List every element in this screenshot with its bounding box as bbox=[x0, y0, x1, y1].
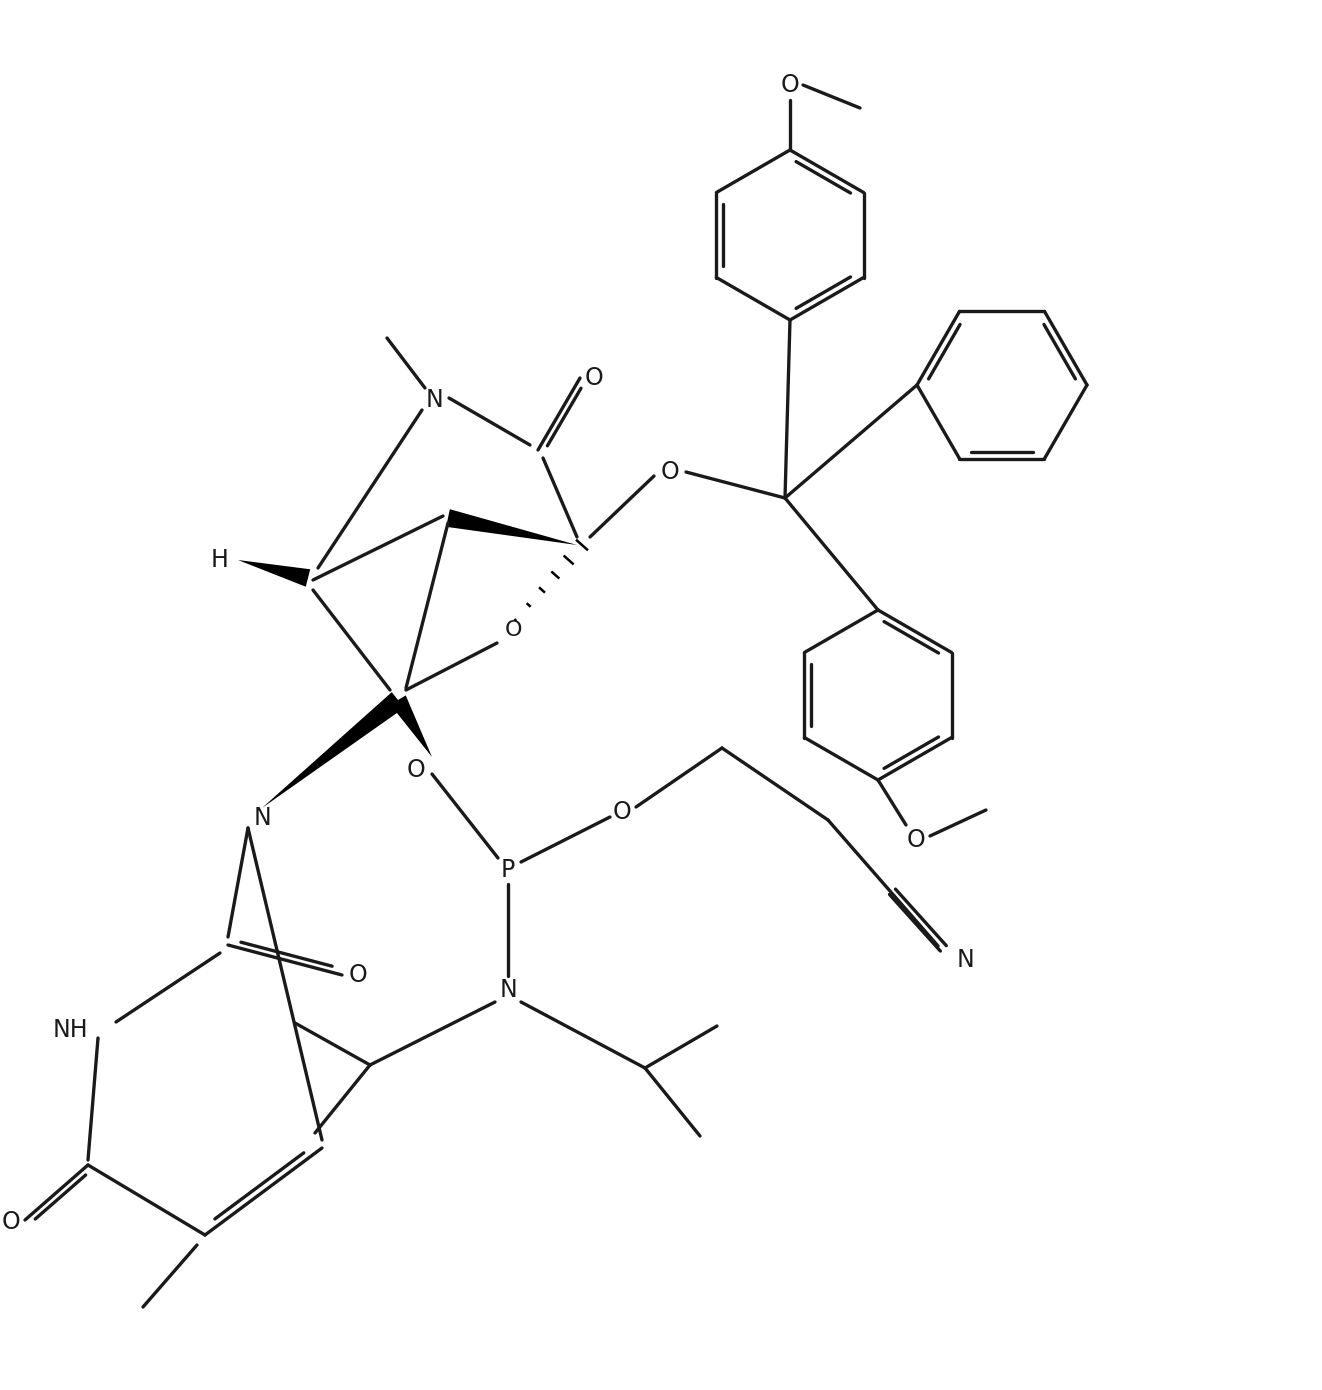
Text: N: N bbox=[500, 979, 517, 1002]
Text: N: N bbox=[253, 806, 271, 830]
Text: O: O bbox=[1, 1211, 20, 1234]
Text: O: O bbox=[612, 801, 632, 824]
Text: P: P bbox=[501, 858, 516, 883]
Polygon shape bbox=[446, 509, 576, 545]
Polygon shape bbox=[390, 695, 432, 758]
Text: O: O bbox=[907, 828, 925, 852]
Text: N: N bbox=[957, 948, 974, 972]
Text: O: O bbox=[505, 620, 522, 639]
Text: O: O bbox=[584, 366, 603, 391]
Text: NH: NH bbox=[52, 1017, 87, 1042]
Polygon shape bbox=[262, 692, 405, 808]
Text: O: O bbox=[407, 758, 426, 783]
Polygon shape bbox=[238, 560, 311, 587]
Text: H: H bbox=[212, 548, 229, 573]
Text: O: O bbox=[661, 460, 680, 484]
Text: N: N bbox=[426, 388, 444, 411]
Text: O: O bbox=[780, 74, 800, 97]
Text: O: O bbox=[349, 963, 368, 987]
